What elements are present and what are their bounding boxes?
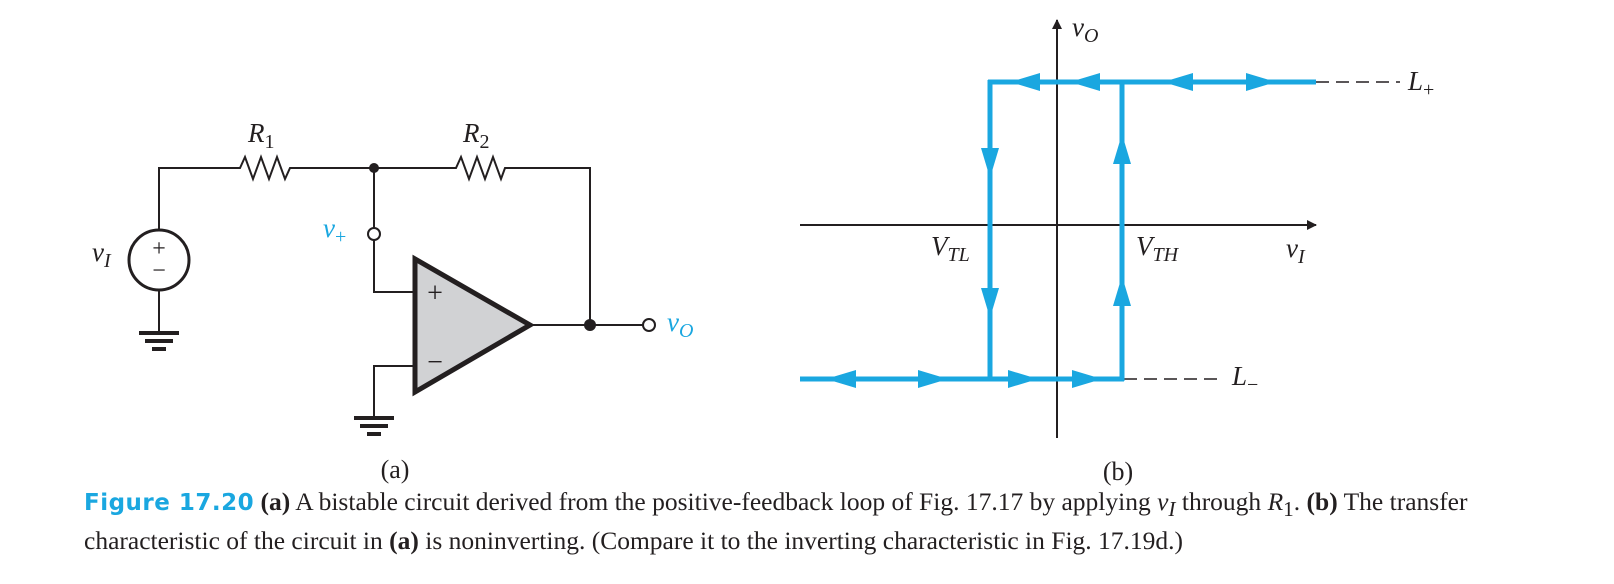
input-wire bbox=[158, 167, 235, 229]
arrow-lower-left bbox=[826, 370, 856, 388]
vplus-terminal bbox=[367, 227, 381, 241]
feedback-wire bbox=[507, 167, 591, 325]
junction-dot-top bbox=[369, 163, 379, 173]
arrow-lower-right-1 bbox=[918, 370, 948, 388]
source-ground-symbol bbox=[139, 331, 179, 351]
source-plus-sign: + bbox=[152, 236, 166, 262]
opamp-plus-sign: + bbox=[427, 278, 443, 309]
caption-r1-sub: 1 bbox=[1283, 497, 1294, 522]
l-plus-label: L+ bbox=[1407, 66, 1434, 101]
sublabel-a: (a) bbox=[381, 455, 410, 484]
opamp-minus-sign: − bbox=[427, 347, 443, 378]
vplus-label: v+ bbox=[323, 213, 346, 248]
opamp-ground-symbol bbox=[354, 416, 394, 436]
caption-r1-var: R bbox=[1267, 487, 1284, 516]
sublabel-b: (b) bbox=[1103, 457, 1133, 486]
l-minus-label: L− bbox=[1231, 361, 1258, 396]
arrow-vtl-down-1 bbox=[981, 148, 999, 178]
vo-terminal bbox=[642, 318, 656, 332]
opamp-symbol bbox=[412, 254, 535, 397]
vo-output-label: vO bbox=[667, 307, 693, 342]
arrow-lower-right-2 bbox=[1008, 370, 1038, 388]
x-axis-label: vI bbox=[1286, 233, 1306, 268]
caption-text-3: . bbox=[1293, 487, 1307, 516]
figure-number: Figure 17.20 bbox=[84, 490, 255, 516]
arrow-vtl-down-2 bbox=[981, 288, 999, 318]
caption-part-a-ref: (a) bbox=[389, 526, 419, 556]
caption-part-b: (b) bbox=[1306, 487, 1338, 516]
figure-caption: Figure 17.20 (a) A bistable circuit deri… bbox=[84, 486, 1564, 557]
circuit-diagram: + − + − R1 R2 vI v+ vO (a) bbox=[92, 118, 693, 484]
arrow-vth-up-2 bbox=[1113, 276, 1131, 306]
y-axis-label: vO bbox=[1072, 12, 1098, 47]
vth-label: VTH bbox=[1136, 231, 1180, 266]
r1-resistor-symbol bbox=[235, 154, 297, 182]
r2-label: R2 bbox=[462, 118, 490, 153]
caption-text-4: The transfer characteristic of the circu… bbox=[84, 487, 1468, 556]
arrow-lower-right-3 bbox=[1072, 370, 1102, 388]
arrow-vth-up-1 bbox=[1113, 134, 1131, 164]
noninv-input-wire bbox=[373, 240, 415, 293]
inv-input-wire bbox=[373, 365, 415, 417]
caption-text-2: through bbox=[1175, 487, 1268, 516]
arrow-upper-left-2 bbox=[1070, 73, 1100, 91]
caption-vi-var: v bbox=[1157, 487, 1169, 516]
caption-text-1: A bistable circuit derived from the posi… bbox=[290, 487, 1158, 516]
caption-part-a: (a) bbox=[260, 487, 291, 516]
transfer-characteristic: vO vI L+ L− VTL VTH (b) bbox=[800, 12, 1434, 486]
caption-vi-sub: I bbox=[1168, 497, 1176, 522]
source-minus-sign: − bbox=[152, 258, 166, 284]
junction-dot-output bbox=[584, 319, 596, 331]
vtl-label: VTL bbox=[931, 231, 970, 266]
arrow-upper-right bbox=[1246, 73, 1276, 91]
r1-label: R1 bbox=[247, 118, 275, 153]
caption-text-5: is noninverting. (Compare it to the inve… bbox=[418, 526, 1184, 556]
r2-resistor-symbol bbox=[451, 154, 507, 182]
arrow-upper-left-1 bbox=[1010, 73, 1040, 91]
vi-source-label: vI bbox=[92, 237, 112, 272]
arrow-upper-left-3 bbox=[1163, 73, 1193, 91]
voltage-source-symbol bbox=[127, 228, 191, 292]
direction-arrows bbox=[826, 73, 1276, 388]
